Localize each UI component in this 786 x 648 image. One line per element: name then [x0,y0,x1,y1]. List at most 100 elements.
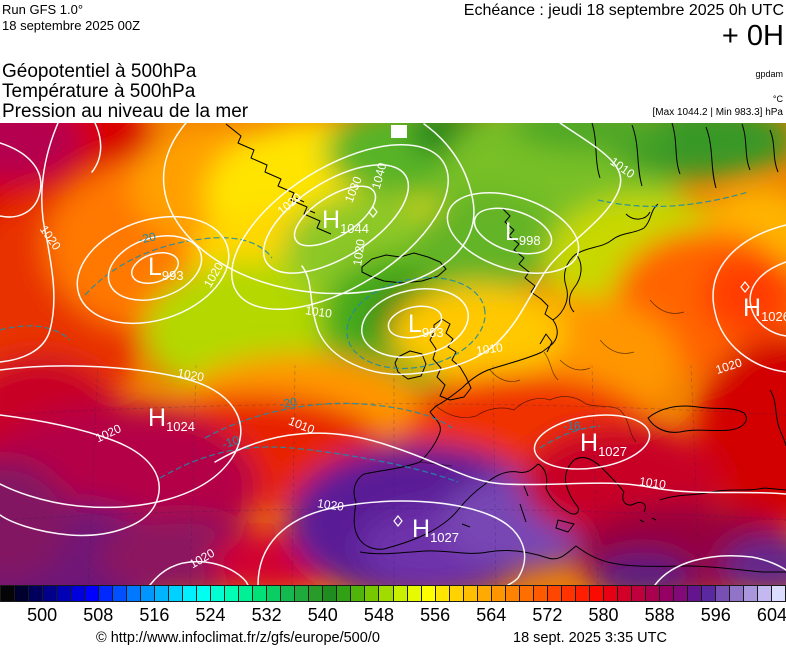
colorbar-cell [155,586,169,601]
colorbar-cell [99,586,113,601]
colorbar-cell [715,586,729,601]
colorbar-cell [575,586,589,601]
pressure-center-markers [368,206,750,527]
colorbar-cell [519,586,533,601]
colorbar-cell [267,586,281,601]
colorbar-cell [771,586,785,601]
colorbar-cell [687,586,701,601]
run-model-label: Run GFS 1.0° [2,2,84,17]
colorbar-cell [323,586,337,601]
colorbar-cell [309,586,323,601]
colorbar-cell [533,586,547,601]
colorbar-cell [603,586,617,601]
pressure-center-h1027: H1027 [580,429,627,459]
pressure-center-h1026: H1026 [743,294,786,324]
colorbar-tick-labels: 500 508 516 524 532 540 548 556 564 572 580 588 596 6… [0,603,786,627]
colorbar-cell [449,586,463,601]
colorbar-cell [1,586,15,601]
isobar-label: 1020 [350,238,368,267]
colorbar-cell [547,586,561,601]
colorbar-cell [421,586,435,601]
colorbar-cell [281,586,295,601]
isotherm-label: -20 [279,395,299,412]
center-marker-icon [393,515,403,527]
colorbar-cell [463,586,477,601]
colorbar-tick: 556 [420,605,451,625]
colorbar-cell [505,586,519,601]
pressure-center-l983: L983 [408,310,444,340]
colorbar-tick: 564 [476,605,507,625]
map-canvas: 1020 1030 1040 1020 1010 1010 1010 1010 1010 1020… [0,80,786,622]
colorbar-tick: 580 [588,605,619,625]
colorbar-cell [71,586,85,601]
colorbar-tick: 532 [251,605,282,625]
colorbar-cell [407,586,421,601]
pressure-center-h1027: H1027 [412,515,459,545]
colorbar-cell [15,586,29,601]
colorbar-cell [365,586,379,601]
map-title-geopotential: Géopotentiel à 500hPa [2,61,197,82]
echeance-label: Echéance : jeudi 18 septembre 2025 0h UT… [463,2,784,19]
isobar-lines [0,122,786,586]
colorbar-cell [659,586,673,601]
colorbar-cell [435,586,449,601]
colorbar-cell [183,586,197,601]
forecast-step-label: + 0H [721,20,784,52]
colorbar-cell [337,586,351,601]
colorbar-cell [757,586,771,601]
isotherm-label: -10 [220,433,241,452]
coastlines [225,122,786,573]
isobar-label: 1010 [475,340,504,358]
isobar-label: 1010 [304,303,333,321]
colorbar-tick: 596 [700,605,731,625]
colorbar-tick: 604 [756,605,786,625]
pressure-center-h1024: H1024 [148,404,195,434]
colorbar-cell [673,586,687,601]
colorbar-tick: 500 [27,605,58,625]
colorbar-cell [631,586,645,601]
colorbar-tick: 548 [363,605,394,625]
colorbar-cell [127,586,141,601]
isotherm-value-labels: -20 -20 -10 -16 [137,229,581,451]
colorbar-tick: 572 [532,605,563,625]
colorbar-tick: 516 [139,605,170,625]
isobar-label: 1010 [638,474,667,492]
colorbar-cell [561,586,575,601]
colorbar-cell [57,586,71,601]
colorbar-cell [393,586,407,601]
geopotential-colorbar [0,585,786,602]
pressure-center-l998: L998 [505,218,541,248]
colorbar-cell [645,586,659,601]
colorbar-cell [701,586,715,601]
source-url-label: © http://www.infoclimat.fr/z/gfs/europe/… [96,630,380,646]
isobar-label: 1040 [369,161,390,191]
isobar-label: 1020 [176,366,205,384]
center-marker-icon [740,281,750,293]
colorbar-cell [169,586,183,601]
map-title-temperature: Température à 500hPa [2,81,196,102]
footer-bar: © http://www.infoclimat.fr/z/gfs/europe/… [0,628,786,648]
colorbar-cell [617,586,631,601]
colorbar-cell [197,586,211,601]
unit-celsius-label: °C [772,94,783,104]
colorbar-cell [141,586,155,601]
colorbar-cell [85,586,99,601]
colorbar-tick: 508 [83,605,114,625]
generation-time-label: 18 sept. 2025 3:35 UTC [513,630,667,646]
colorbar-cell [477,586,491,601]
isotherm-lines [0,191,749,483]
colorbar-tick: 524 [195,605,226,625]
pressure-center-labels: H1044 L993 L998 L983 H1026 H1024 H1027 H1027 [148,206,786,545]
colorbar-cell [113,586,127,601]
center-marker-icon [368,206,378,218]
colorbar-cell [729,586,743,601]
colorbar-cell [743,586,757,601]
colorbar-cell [379,586,393,601]
isobar-label: 1020 [316,496,345,514]
isotherm-label: -16 [563,419,581,433]
colorbar-cell [491,586,505,601]
pressure-center-l993: L993 [148,253,184,283]
colorbar-cell [295,586,309,601]
colorbar-tick: 588 [644,605,675,625]
